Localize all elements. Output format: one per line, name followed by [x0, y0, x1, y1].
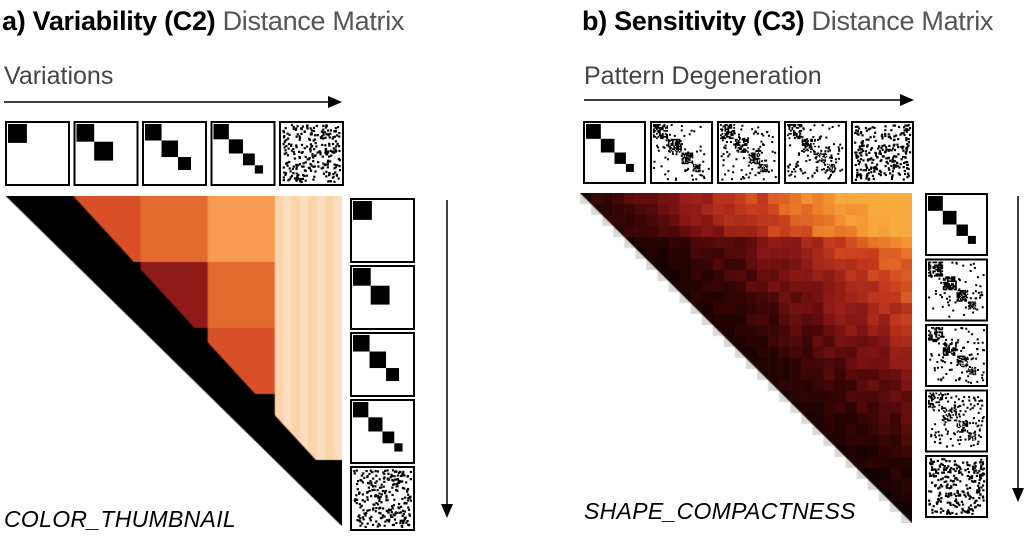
distance-matrix-heatmap	[580, 193, 912, 523]
matrix-thumbnail	[925, 193, 988, 256]
top-thumbnails	[5, 121, 344, 186]
pattern-degeneration-axis-label: Pattern Degeneration	[584, 62, 822, 90]
matrix-thumbnail	[717, 121, 780, 184]
panel-title-bold: b) Sensitivity (C3)	[582, 6, 805, 36]
panel-title-light: Distance Matrix	[811, 6, 994, 36]
matrix-thumbnail	[350, 332, 415, 397]
matrix-thumbnail	[925, 324, 988, 387]
panel-b-arrows-and-thumbnails	[583, 94, 1024, 518]
method-label: COLOR_THUMBNAIL	[4, 506, 236, 532]
matrix-thumbnail	[142, 121, 207, 186]
matrix-thumbnail	[583, 121, 646, 184]
horizontal-arrow	[4, 96, 342, 108]
matrix-thumbnail	[350, 466, 415, 531]
matrix-thumbnail	[784, 121, 847, 184]
matrix-thumbnail	[350, 198, 415, 263]
method-label: SHAPE_COMPACTNESS	[584, 498, 856, 524]
panel-variability: a) Variability (C2) Distance Matrix Vari…	[0, 0, 470, 536]
distance-matrix-heatmap	[6, 196, 342, 526]
matrix-thumbnail	[925, 258, 988, 322]
matrix-thumbnail	[925, 389, 988, 453]
vertical-arrow	[441, 200, 453, 518]
vertical-arrow	[1012, 196, 1024, 502]
matrix-thumbnail	[350, 399, 415, 464]
side-thumbnails	[925, 193, 988, 518]
variations-axis-label: Variations	[4, 62, 114, 90]
matrix-thumbnail	[5, 121, 70, 186]
panel-sensitivity: b) Sensitivity (C3) Distance Matrix Patt…	[580, 0, 1031, 536]
panel-a-arrows-and-thumbnails	[4, 96, 453, 531]
panel-title-light: Distance Matrix	[222, 6, 405, 36]
panel-title-bold: a) Variability (C2)	[2, 6, 216, 36]
panel-title: b) Sensitivity (C3) Distance Matrix	[582, 6, 993, 37]
matrix-thumbnail	[350, 265, 415, 330]
matrix-thumbnail	[73, 121, 139, 186]
matrix-thumbnail	[279, 121, 344, 186]
panel-title: a) Variability (C2) Distance Matrix	[2, 6, 404, 37]
horizontal-arrow	[584, 94, 914, 106]
top-thumbnails	[583, 121, 914, 184]
side-thumbnails	[350, 198, 415, 531]
matrix-thumbnail	[925, 455, 988, 518]
matrix-thumbnail	[851, 121, 914, 184]
matrix-thumbnail	[650, 121, 713, 184]
matrix-thumbnail	[210, 121, 276, 186]
